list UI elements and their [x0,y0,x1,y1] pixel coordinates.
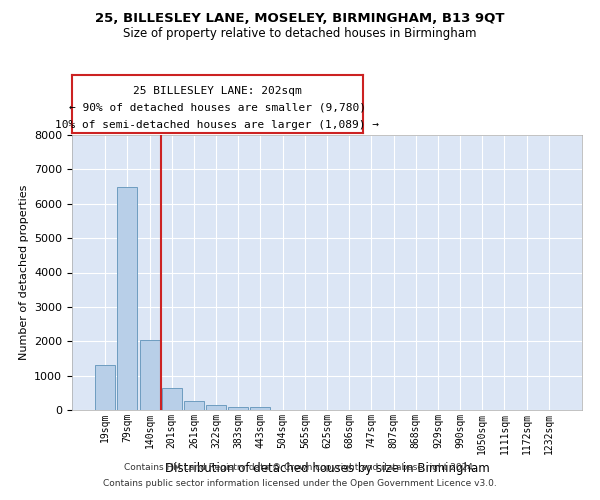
Bar [118,186,137,410]
Y-axis label: Number of detached properties: Number of detached properties [19,185,29,360]
Bar [228,406,248,410]
Bar [95,366,115,410]
Text: Contains public sector information licensed under the Open Government Licence v3: Contains public sector information licen… [103,478,497,488]
X-axis label: Distribution of detached houses by size in Birmingham: Distribution of detached houses by size … [164,462,490,475]
Bar [184,402,204,410]
Text: Size of property relative to detached houses in Birmingham: Size of property relative to detached ho… [123,28,477,40]
Bar [162,388,182,410]
Bar [140,340,160,410]
Text: 10% of semi-detached houses are larger (1,089) →: 10% of semi-detached houses are larger (… [55,120,379,130]
Text: Contains HM Land Registry data © Crown copyright and database right 2024.: Contains HM Land Registry data © Crown c… [124,464,476,472]
Bar [206,405,226,410]
Text: 25, BILLESLEY LANE, MOSELEY, BIRMINGHAM, B13 9QT: 25, BILLESLEY LANE, MOSELEY, BIRMINGHAM,… [95,12,505,26]
Text: ← 90% of detached houses are smaller (9,780): ← 90% of detached houses are smaller (9,… [69,102,366,113]
Text: 25 BILLESLEY LANE: 202sqm: 25 BILLESLEY LANE: 202sqm [133,86,302,97]
Bar [250,406,271,410]
